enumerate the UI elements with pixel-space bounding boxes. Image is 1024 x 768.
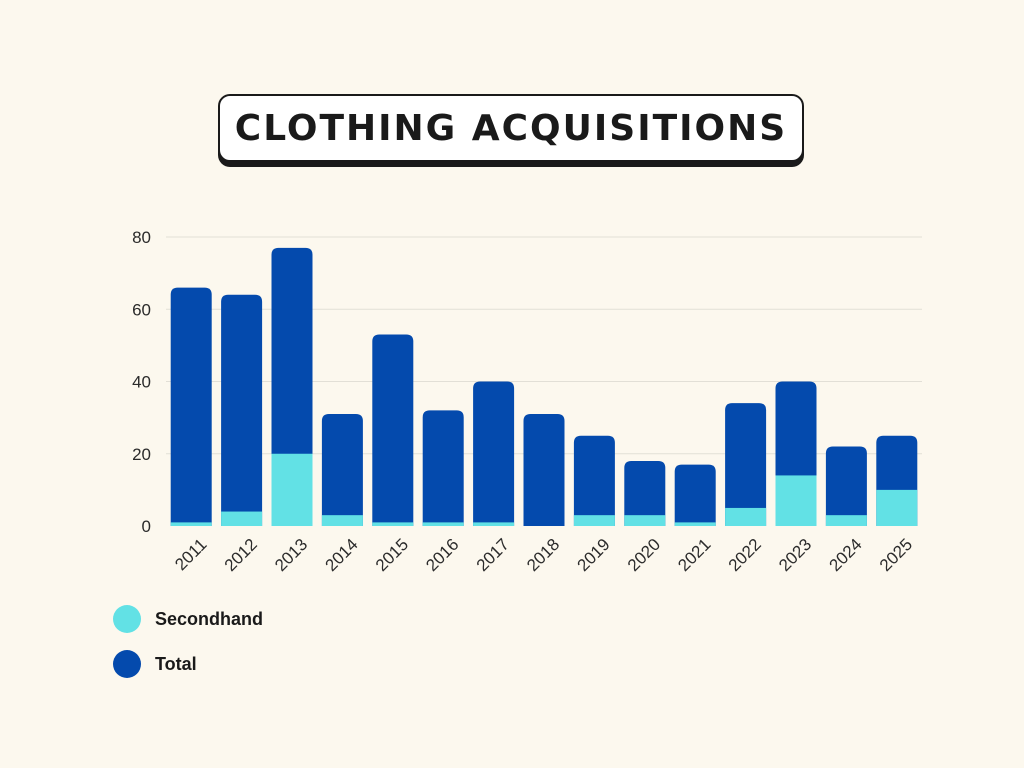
y-tick-label-80: 80 xyxy=(132,228,151,247)
bar-total-2022 xyxy=(725,403,767,526)
legend-label-total: Total xyxy=(155,653,197,674)
bar-secondhand-2016 xyxy=(422,522,464,526)
x-tick-label-2013: 2013 xyxy=(271,535,311,575)
bar-secondhand-2025 xyxy=(876,489,918,526)
x-tick-label-2022: 2022 xyxy=(725,535,765,575)
bar-total-2011 xyxy=(170,287,212,526)
x-tick-label-2025: 2025 xyxy=(876,535,916,575)
bar-secondhand-2020 xyxy=(624,515,666,526)
x-tick-label-2015: 2015 xyxy=(372,535,412,575)
x-tick-label-2017: 2017 xyxy=(473,535,513,575)
bar-secondhand-2013 xyxy=(271,453,313,526)
bar-total-2016 xyxy=(422,410,464,526)
legend: Secondhand Total xyxy=(113,604,263,694)
bar-total-2018 xyxy=(523,414,565,526)
legend-item-secondhand: Secondhand xyxy=(113,604,263,634)
bar-total-2015 xyxy=(372,334,414,526)
x-tick-label-2020: 2020 xyxy=(624,535,664,575)
bar-secondhand-2019 xyxy=(573,515,615,526)
bar-total-2014 xyxy=(321,414,363,526)
chart-title-box: CLOTHING ACQUISITIONS xyxy=(218,94,804,162)
chart-title: CLOTHING ACQUISITIONS xyxy=(234,107,788,149)
x-tick-label-2012: 2012 xyxy=(221,535,261,575)
y-tick-label-60: 60 xyxy=(132,300,151,319)
x-tick-label-2014: 2014 xyxy=(322,535,362,575)
bar-secondhand-2022 xyxy=(725,507,767,526)
bar-total-2021 xyxy=(674,464,716,526)
x-tick-label-2019: 2019 xyxy=(574,535,614,575)
bar-secondhand-2023 xyxy=(775,475,817,526)
legend-swatch-secondhand xyxy=(113,605,141,633)
legend-label-secondhand: Secondhand xyxy=(155,608,264,629)
bar-secondhand-2011 xyxy=(170,522,212,526)
y-tick-label-0: 0 xyxy=(142,517,151,536)
x-tick-label-2021: 2021 xyxy=(674,535,714,575)
bar-secondhand-2017 xyxy=(473,522,515,526)
x-tick-label-2011: 2011 xyxy=(171,535,210,574)
legend-item-total: Total xyxy=(113,649,263,679)
x-tick-label-2023: 2023 xyxy=(775,535,815,575)
bar-total-2017 xyxy=(473,381,515,526)
x-tick-label-2018: 2018 xyxy=(523,535,563,575)
bar-total-2024 xyxy=(825,446,867,526)
bar-secondhand-2014 xyxy=(321,515,363,526)
bar-total-2019 xyxy=(573,435,615,526)
x-tick-label-2016: 2016 xyxy=(422,535,462,575)
bar-total-2020 xyxy=(624,460,666,526)
bar-total-2012 xyxy=(221,294,263,526)
bar-secondhand-2024 xyxy=(825,515,867,526)
y-tick-label-40: 40 xyxy=(132,373,151,392)
bar-secondhand-2015 xyxy=(372,522,414,526)
legend-swatch-total xyxy=(113,650,141,678)
x-tick-label-2024: 2024 xyxy=(826,535,866,575)
y-tick-label-20: 20 xyxy=(132,445,151,464)
bar-secondhand-2012 xyxy=(221,511,263,526)
bar-secondhand-2021 xyxy=(674,522,716,526)
